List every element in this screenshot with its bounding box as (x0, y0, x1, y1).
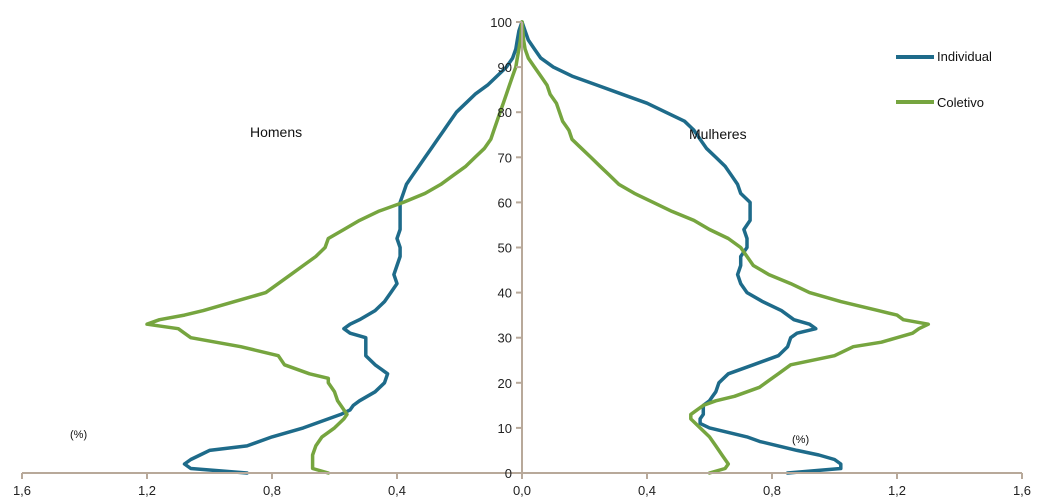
y-tick-label: 30 (498, 331, 512, 346)
y-tick-label: 80 (498, 105, 512, 120)
annotation-unit-left: (%) (70, 429, 87, 441)
annotation-mulheres: Mulheres (689, 126, 747, 142)
legend: Individual Coletivo (896, 49, 992, 110)
series-line-individual-homens (182, 20, 524, 475)
y-tick-label: 10 (498, 421, 512, 436)
x-tick-label: 0,4 (638, 483, 656, 498)
x-tick-label: 0,4 (388, 483, 406, 498)
x-ticks: 1,6 1,2 0,8 0,4 0,0 0,4 0,8 1,2 1,6 (13, 473, 1031, 498)
y-tick-label: 40 (498, 286, 512, 301)
x-tick-label: 1,6 (13, 483, 31, 498)
y-tick-label: 20 (498, 376, 512, 391)
legend-label-individual: Individual (937, 49, 992, 64)
x-tick-label: 1,6 (1013, 483, 1031, 498)
x-tick-label: 1,2 (888, 483, 906, 498)
y-tick-label: 60 (498, 195, 512, 210)
series-line-individual-mulheres (520, 20, 843, 475)
x-tick-label: 0,0 (513, 483, 531, 498)
x-tick-label: 1,2 (138, 483, 156, 498)
series-layer (145, 20, 931, 475)
series-line-coletivo-homens (145, 20, 524, 475)
x-tick-label: 0,8 (763, 483, 781, 498)
y-ticks: 0 10 20 30 40 50 60 70 80 90 100 (490, 15, 522, 481)
series-line-coletivo-mulheres (520, 20, 931, 475)
y-tick-label: 70 (498, 150, 512, 165)
x-tick-label: 0,8 (263, 483, 281, 498)
y-tick-label: 90 (498, 60, 512, 75)
legend-label-coletivo: Coletivo (937, 95, 984, 110)
y-tick-label: 100 (490, 15, 512, 30)
annotation-unit-right: (%) (792, 434, 809, 446)
y-tick-label: 50 (498, 241, 512, 256)
annotation-homens: Homens (250, 124, 302, 140)
y-tick-label: 0 (505, 466, 512, 481)
